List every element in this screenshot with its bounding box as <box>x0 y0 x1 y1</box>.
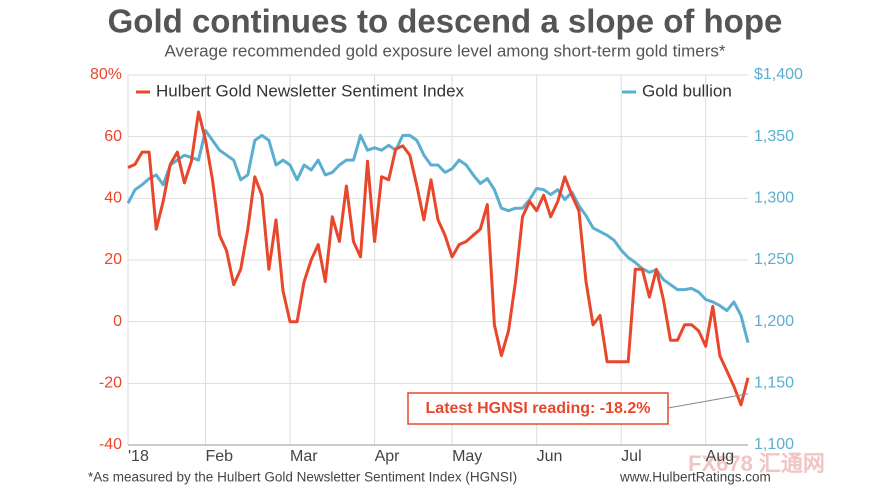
watermark: FX678 汇通网 <box>688 451 825 476</box>
x-tick-label: Jul <box>621 448 641 465</box>
x-tick-label: '18 <box>128 448 149 465</box>
y-tick-label: 40 <box>104 190 122 207</box>
y2-tick-label: 1,100 <box>754 436 794 453</box>
x-tick-label: Apr <box>375 448 401 465</box>
y-tick-label: 20 <box>104 251 122 268</box>
y2-tick-label: $1,400 <box>754 66 803 83</box>
legend-label: Gold bullion <box>642 81 732 100</box>
x-tick-label: Jun <box>537 448 563 465</box>
y2-tick-label: 1,150 <box>754 375 794 392</box>
y-tick-label: 0 <box>113 313 122 330</box>
y-tick-label: 60 <box>104 128 122 145</box>
annotation-box <box>407 392 669 425</box>
footnote: *As measured by the Hulbert Gold Newslet… <box>88 470 517 485</box>
x-tick-label: Aug <box>706 448 734 465</box>
y2-tick-label: 1,250 <box>754 251 794 268</box>
y-tick-label: -40 <box>99 436 122 453</box>
series-line <box>126 129 750 343</box>
annotation-arrow <box>667 393 749 409</box>
x-tick-label: May <box>452 448 482 465</box>
annotation: Latest HGNSI reading: -18.2% <box>426 400 651 417</box>
chart-title: Gold continues to descend a slope of hop… <box>108 3 783 40</box>
y-tick-label: 80% <box>90 66 122 83</box>
source: www.HulbertRatings.com <box>619 470 771 485</box>
legend-label: Hulbert Gold Newsletter Sentiment Index <box>156 81 465 100</box>
y2-tick-label: 1,350 <box>754 128 794 145</box>
y-tick-label: -20 <box>99 375 122 392</box>
chart-subtitle: Average recommended gold exposure level … <box>165 41 726 60</box>
series-line <box>127 110 750 407</box>
x-tick-label: Feb <box>206 448 234 465</box>
y2-tick-label: 1,200 <box>754 313 794 330</box>
y2-tick-label: 1,300 <box>754 190 794 207</box>
x-tick-label: Mar <box>290 448 318 465</box>
